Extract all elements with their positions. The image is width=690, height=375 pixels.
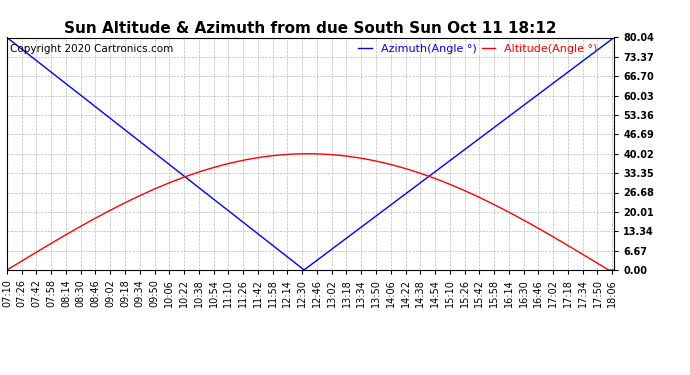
Text: Copyright 2020 Cartronics.com: Copyright 2020 Cartronics.com: [10, 45, 173, 54]
Legend: Azimuth(Angle °), Altitude(Angle °): Azimuth(Angle °), Altitude(Angle °): [354, 40, 602, 59]
Title: Sun Altitude & Azimuth from due South Sun Oct 11 18:12: Sun Altitude & Azimuth from due South Su…: [64, 21, 557, 36]
